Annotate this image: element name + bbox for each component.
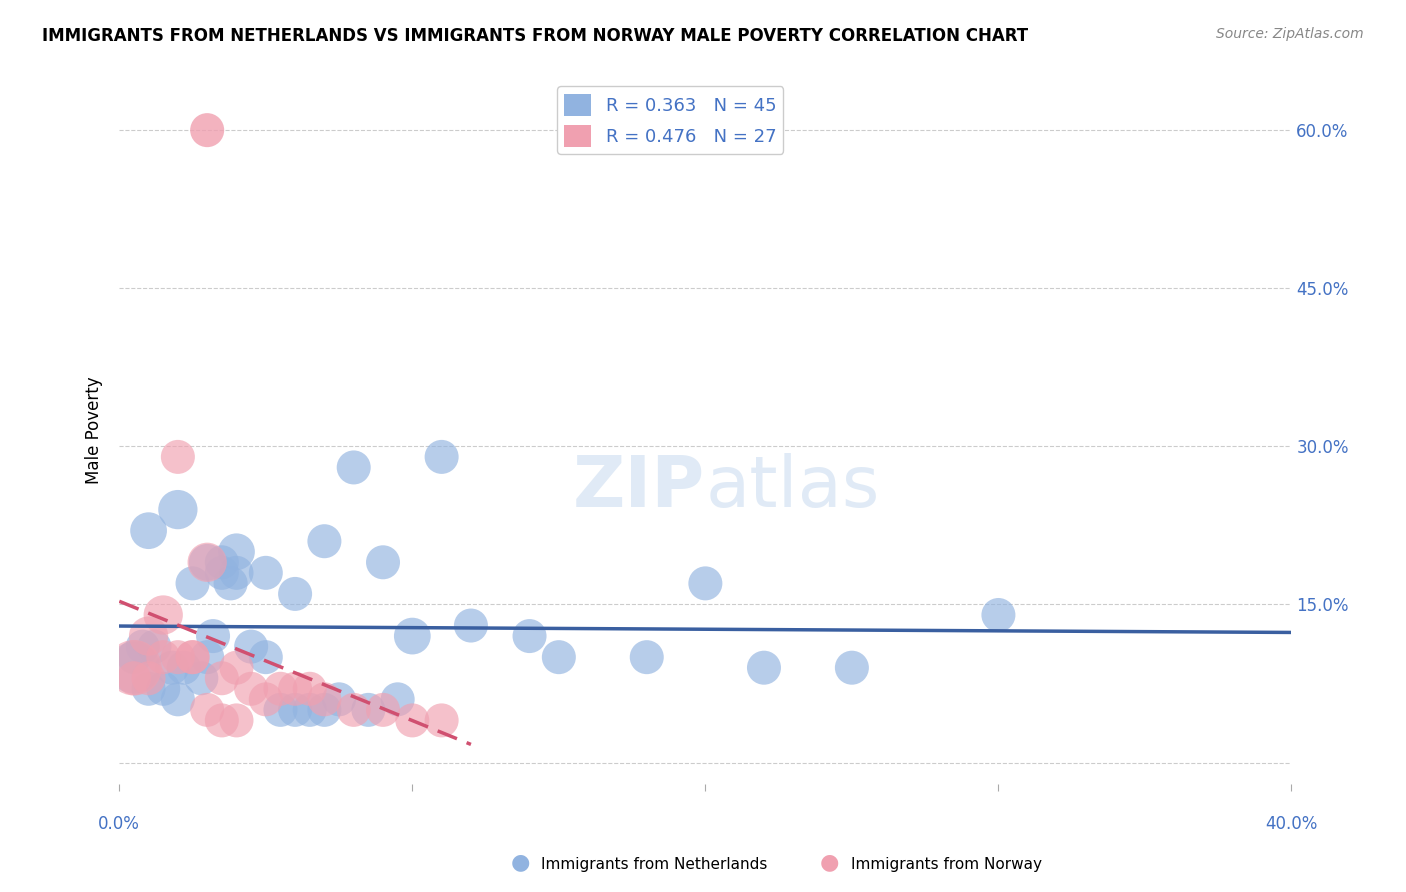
Point <box>211 671 233 685</box>
Point <box>269 681 291 696</box>
Point <box>152 681 174 696</box>
Point <box>547 650 569 665</box>
Point <box>430 714 453 728</box>
Y-axis label: Male Poverty: Male Poverty <box>86 376 103 484</box>
Point <box>143 640 166 654</box>
Point <box>284 587 307 601</box>
Text: IMMIGRANTS FROM NETHERLANDS VS IMMIGRANTS FROM NORWAY MALE POVERTY CORRELATION C: IMMIGRANTS FROM NETHERLANDS VS IMMIGRANT… <box>42 27 1028 45</box>
Point <box>202 629 225 643</box>
Point <box>122 661 145 675</box>
Text: 40.0%: 40.0% <box>1265 815 1317 833</box>
Point <box>314 703 336 717</box>
Point <box>195 123 218 137</box>
Point <box>343 460 366 475</box>
Point <box>167 692 190 706</box>
Point <box>401 714 423 728</box>
Point <box>752 661 775 675</box>
Point <box>254 692 277 706</box>
Point <box>160 661 183 675</box>
Point <box>240 640 263 654</box>
Point <box>190 671 212 685</box>
Point <box>314 692 336 706</box>
Point <box>167 650 190 665</box>
Point <box>211 555 233 569</box>
Point <box>225 545 247 559</box>
Point <box>195 555 218 569</box>
Point <box>122 671 145 685</box>
Point <box>138 681 160 696</box>
Point <box>298 681 321 696</box>
Point <box>122 650 145 665</box>
Point <box>219 576 242 591</box>
Legend: R = 0.363   N = 45, R = 0.476   N = 27: R = 0.363 N = 45, R = 0.476 N = 27 <box>557 87 783 154</box>
Point <box>181 576 204 591</box>
Point <box>152 607 174 622</box>
Point <box>132 640 155 654</box>
Point <box>138 671 160 685</box>
Point <box>167 450 190 464</box>
Point <box>371 555 394 569</box>
Point <box>195 703 218 717</box>
Point <box>430 450 453 464</box>
Point <box>254 566 277 580</box>
Text: Immigrants from Norway: Immigrants from Norway <box>851 857 1042 872</box>
Point <box>695 576 717 591</box>
Point <box>987 607 1010 622</box>
Point <box>225 566 247 580</box>
Point <box>401 629 423 643</box>
Point <box>460 618 482 632</box>
Point <box>284 681 307 696</box>
Point <box>254 650 277 665</box>
Point <box>211 566 233 580</box>
Point <box>138 629 160 643</box>
Point <box>371 703 394 717</box>
Point <box>181 650 204 665</box>
Point <box>173 661 195 675</box>
Point <box>387 692 409 706</box>
Point <box>138 524 160 538</box>
Point <box>328 692 350 706</box>
Point <box>298 703 321 717</box>
Point <box>152 650 174 665</box>
Point <box>225 661 247 675</box>
Point <box>225 714 247 728</box>
Point <box>240 681 263 696</box>
Point <box>314 534 336 549</box>
Text: ●: ● <box>510 853 530 872</box>
Point <box>343 703 366 717</box>
Point <box>195 555 218 569</box>
Point <box>195 650 218 665</box>
Point <box>284 703 307 717</box>
Text: ●: ● <box>820 853 839 872</box>
Text: 0.0%: 0.0% <box>98 815 141 833</box>
Point <box>519 629 541 643</box>
Point <box>636 650 658 665</box>
Point <box>841 661 863 675</box>
Point <box>167 502 190 516</box>
Text: Immigrants from Netherlands: Immigrants from Netherlands <box>541 857 768 872</box>
Point <box>122 661 145 675</box>
Text: Source: ZipAtlas.com: Source: ZipAtlas.com <box>1216 27 1364 41</box>
Text: atlas: atlas <box>706 452 880 522</box>
Point <box>181 650 204 665</box>
Point <box>269 703 291 717</box>
Text: ZIP: ZIP <box>574 452 706 522</box>
Point <box>357 703 380 717</box>
Point <box>211 714 233 728</box>
